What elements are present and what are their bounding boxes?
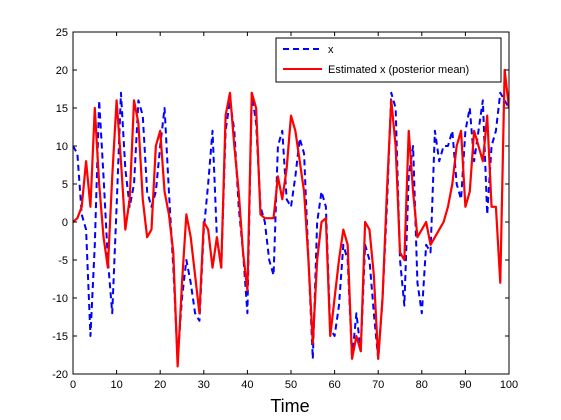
x-tick-label: 20 xyxy=(154,379,166,391)
y-tick-label: 25 xyxy=(56,27,68,39)
legend-label-x: x xyxy=(328,44,334,56)
series-line-x xyxy=(73,91,509,360)
y-tick-label: 20 xyxy=(56,65,68,77)
series-layer xyxy=(73,68,509,368)
y-tick-label: 5 xyxy=(62,179,68,191)
series-line-estimated xyxy=(73,68,509,368)
x-tick-label: 10 xyxy=(110,379,122,391)
axis-layer: 0 10 20 30 40 50 60 70 80 90 100 -20 -15 -10 -5 0 5 10 15 2… xyxy=(52,27,518,391)
x-tick-label: 80 xyxy=(416,379,428,391)
legend: x Estimated x (posterior mean) xyxy=(275,37,502,83)
x-tick-label: 40 xyxy=(241,379,253,391)
y-tick-label: 15 xyxy=(56,103,68,115)
y-tick-label: 10 xyxy=(56,141,68,153)
x-tick-label: 30 xyxy=(198,379,210,391)
legend-label-estimated: Estimated x (posterior mean) xyxy=(328,64,469,76)
x-tick-label: 70 xyxy=(372,379,384,391)
x-tick-label: 90 xyxy=(459,379,471,391)
y-tick-label: -5 xyxy=(58,255,68,267)
x-tick-label: 50 xyxy=(285,379,297,391)
y-tick-label: -15 xyxy=(52,331,68,343)
legend-box xyxy=(275,37,502,83)
x-tick-label: 60 xyxy=(328,379,340,391)
x-tick-label: 0 xyxy=(70,379,76,391)
x-tick-label: 100 xyxy=(500,379,518,391)
y-tick-label: -10 xyxy=(52,293,68,305)
y-tick-label: 0 xyxy=(62,217,68,229)
y-tick-label: -20 xyxy=(52,369,68,381)
x-axis-label: Time xyxy=(270,396,309,416)
